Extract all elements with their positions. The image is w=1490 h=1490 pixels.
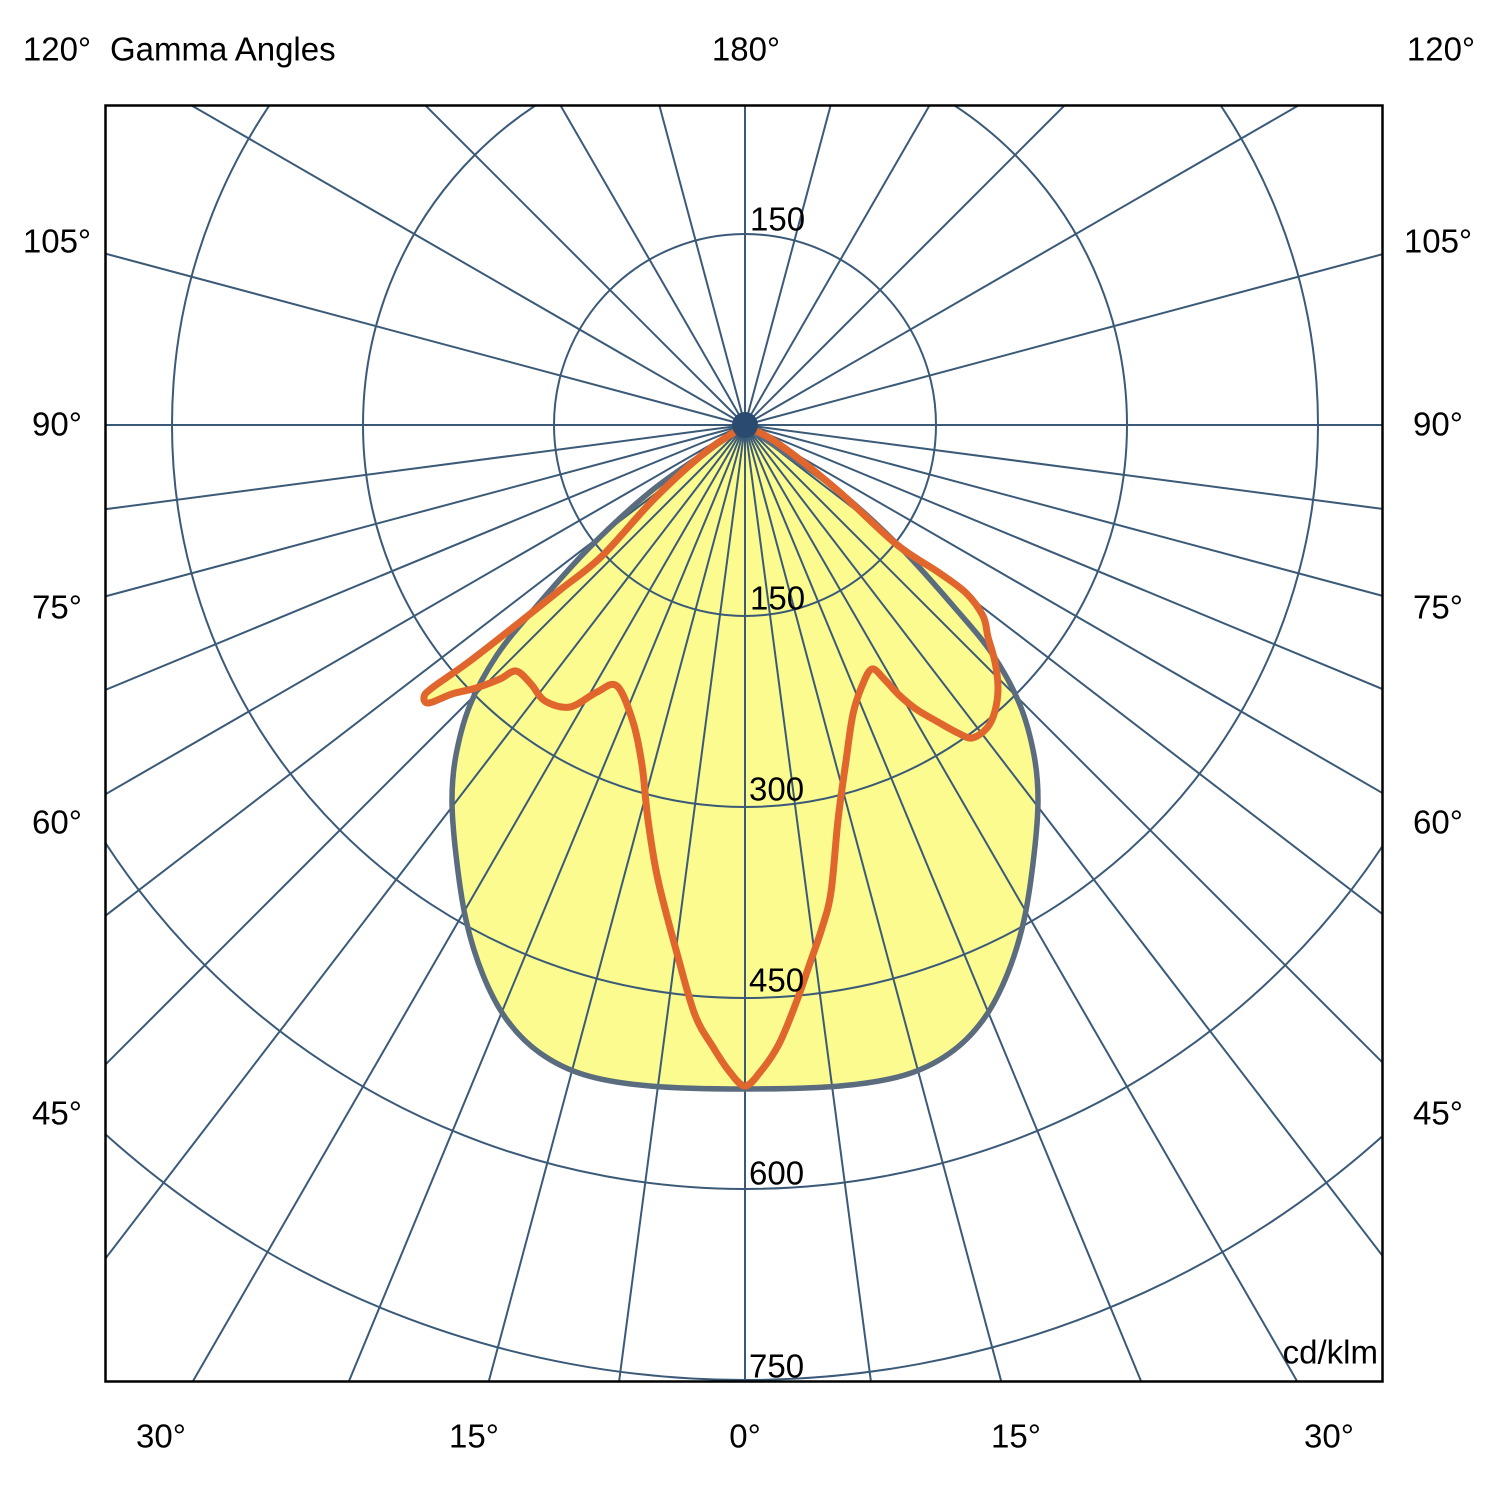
gamma-label-left-4: 45° <box>32 1094 82 1132</box>
unit-label: cd/klm <box>1282 1333 1378 1371</box>
chart-title: Gamma Angles <box>110 30 336 68</box>
gamma-label-left-2: 75° <box>32 588 82 626</box>
gamma-label-bottom-4: 30° <box>1304 1417 1354 1455</box>
gamma-label-bottom-3: 15° <box>991 1417 1041 1455</box>
pole-dot <box>732 412 758 438</box>
gamma-label-right-0: 105° <box>1403 222 1473 260</box>
gamma-label-right-3: 60° <box>1413 803 1463 841</box>
radial-tick-5: 750 <box>749 1347 805 1385</box>
gamma-label-right-4: 45° <box>1413 1094 1463 1132</box>
gamma-label-top-180: 180° <box>711 30 781 68</box>
c90-c270-curve <box>420 422 1002 1090</box>
c90-c270-curve-fill <box>423 426 998 1086</box>
gamma-label-top-left-120: 120° <box>22 30 92 68</box>
gamma-label-bottom-1: 15° <box>449 1417 499 1455</box>
gamma-label-left-0: 105° <box>22 222 92 260</box>
gamma-label-left-1: 90° <box>32 405 82 443</box>
radial-tick-1: 150 <box>750 579 806 617</box>
radial-tick-4: 600 <box>749 1154 805 1192</box>
gamma-label-left-3: 60° <box>32 803 82 841</box>
radial-tick-0: 150 <box>750 200 806 238</box>
gamma-label-top-right-120: 120° <box>1406 30 1476 68</box>
radial-tick-2: 300 <box>749 770 805 808</box>
gamma-label-right-2: 75° <box>1413 588 1463 626</box>
radial-tick-3: 450 <box>749 961 805 999</box>
gamma-label-right-1: 90° <box>1413 405 1463 443</box>
plot-frame <box>104 104 1384 1383</box>
gamma-label-bottom-2: 0° <box>729 1417 761 1455</box>
gamma-label-bottom-0: 30° <box>136 1417 186 1455</box>
